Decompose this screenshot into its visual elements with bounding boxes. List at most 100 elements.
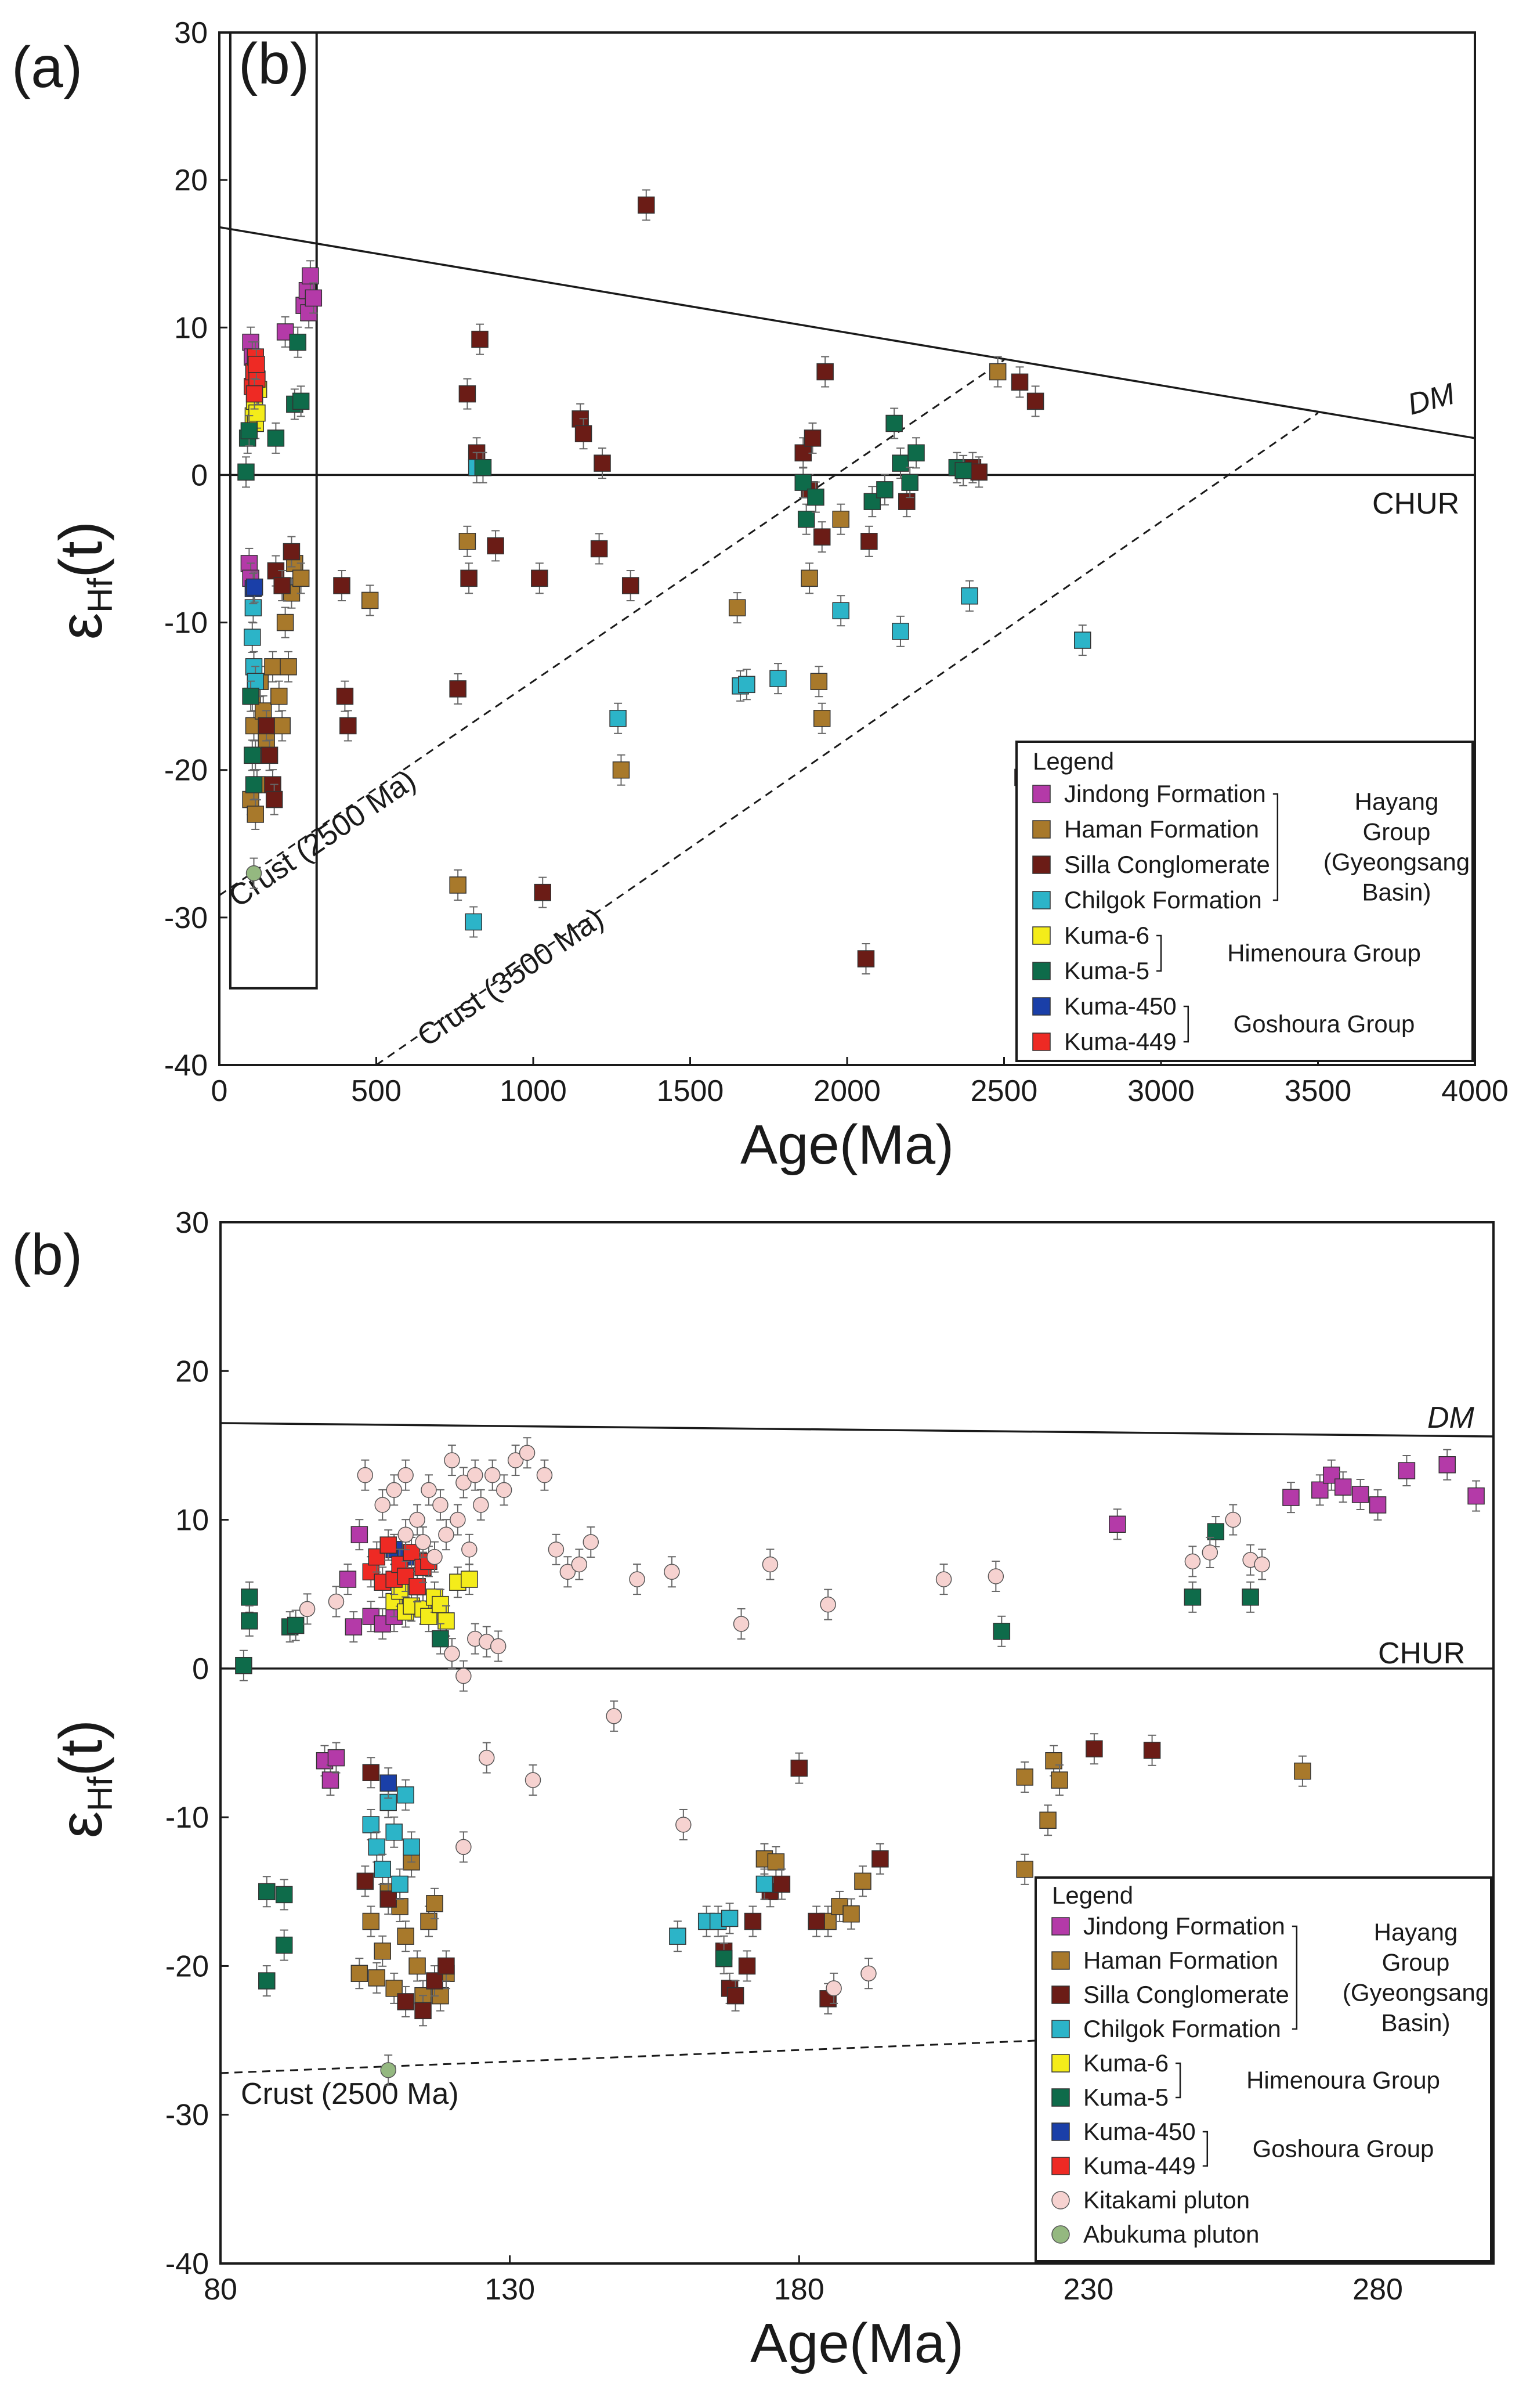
data-point [403, 1838, 420, 1856]
data-point [432, 1497, 449, 1513]
data-point [961, 587, 978, 605]
data-point [1051, 1771, 1068, 1789]
data-point [292, 569, 310, 587]
data-point [368, 1969, 386, 1987]
data-point [368, 1838, 386, 1856]
data-point [460, 569, 478, 587]
legend-marker [1032, 820, 1051, 839]
data-point [327, 1749, 345, 1767]
legend-group-label: Group [1382, 1949, 1450, 1976]
x-tick-label: 0 [211, 1074, 228, 1108]
data-point [813, 528, 831, 546]
series-abukuma-pluton [380, 2054, 396, 2086]
data-point [379, 1774, 397, 1792]
data-point [235, 1656, 252, 1674]
data-point [807, 488, 824, 506]
legend-item: Haman Formation [1032, 815, 1259, 843]
y-tick-label: 20 [175, 1355, 209, 1388]
data-point [273, 577, 291, 594]
legend-group-label: Goshoura Group [1253, 2135, 1434, 2162]
data-point [629, 1571, 645, 1587]
data-point [1254, 1556, 1270, 1573]
legend-marker [1032, 997, 1051, 1016]
legend-marker [1032, 891, 1051, 909]
legend-item: Haman Formation [1051, 1947, 1278, 1974]
y-tick-label: -20 [164, 754, 208, 788]
data-point [590, 540, 608, 558]
data-point [455, 1667, 472, 1684]
plot-frame [219, 1221, 1495, 2265]
data-point [1011, 373, 1029, 391]
series-abukuma-pluton [245, 857, 262, 889]
panel-label: (a) [12, 35, 82, 100]
legend-item: Abukuma pluton [1051, 2221, 1260, 2248]
legend-group: Himenoura Group [1176, 2062, 1440, 2099]
y-tick-label: 10 [174, 311, 208, 345]
data-point [409, 1511, 425, 1528]
legend-item: Kuma-5 [1032, 957, 1149, 984]
y-axis-label-symbol: ε [48, 613, 115, 640]
data-point [248, 356, 265, 373]
legend-box [1035, 1876, 1492, 2262]
data-point [276, 613, 294, 631]
y-axis-label-tail: (t) [48, 521, 115, 578]
data-point [345, 1618, 363, 1636]
legend-group-label: Group [1363, 818, 1431, 846]
data-point [267, 429, 285, 447]
y-axis-label-subscript: Hf [81, 1777, 120, 1811]
legend-label: Kuma-450 [1064, 992, 1177, 1020]
DM-line [219, 226, 1475, 439]
data-point [241, 1589, 258, 1606]
data-point [258, 717, 275, 735]
legend-label: Silla Conglomerate [1083, 1981, 1289, 2008]
legend-group-label: Goshoura Group [1234, 1010, 1415, 1038]
data-point [559, 1564, 576, 1580]
data-point [892, 454, 909, 472]
x-tick-label: 4000 [1441, 1074, 1509, 1108]
legend-bracket [1183, 1005, 1189, 1043]
data-point [333, 577, 350, 594]
data-point [1016, 1861, 1033, 1878]
data-point [1016, 1768, 1033, 1786]
y-tick-label: 30 [175, 1206, 209, 1240]
y-axis-label: εHf(t) [48, 521, 120, 640]
data-point [1369, 1496, 1387, 1514]
legend-title: Legend [1052, 1882, 1133, 1909]
legend-label: Kuma-450 [1083, 2118, 1196, 2145]
x-tick-label: 2000 [813, 1074, 881, 1108]
data-point [248, 404, 266, 422]
data-point [415, 1534, 431, 1550]
data-point [473, 1497, 489, 1513]
legend-marker [1051, 1985, 1070, 2004]
data-point [426, 1895, 443, 1912]
legend-item: Kuma-6 [1051, 2049, 1169, 2077]
data-point [1184, 1589, 1202, 1606]
series-chilgok-formation [244, 452, 1091, 938]
legend-group: Hayang Group (Gyeongsang Basin) [1272, 788, 1470, 906]
legend-item: Chilgok Formation [1032, 886, 1262, 914]
data-point [265, 790, 283, 808]
inset-label: (b) [238, 31, 309, 96]
crust-2500-line [220, 2039, 1043, 2074]
data-point [245, 865, 262, 882]
data-point [669, 1927, 686, 1945]
data-point [1242, 1589, 1259, 1606]
x-tick-label: 1000 [500, 1074, 567, 1108]
data-point [638, 196, 655, 214]
legend-group: Goshoura Group [1183, 1005, 1415, 1043]
data-point [490, 1638, 507, 1655]
data-point [536, 1467, 553, 1483]
DM-line [220, 1422, 1493, 1438]
legend-group: Himenoura Group [1156, 934, 1421, 972]
data-point [496, 1482, 512, 1499]
data-point [458, 533, 476, 550]
legend-marker [1051, 2088, 1070, 2107]
legend-item: Kitakami pluton [1051, 2186, 1250, 2214]
data-point [1109, 1515, 1126, 1533]
data-point [1438, 1456, 1456, 1474]
data-point [892, 623, 909, 640]
data-point [357, 1467, 374, 1483]
crust-3500-line [375, 412, 1319, 1065]
data-point [820, 1596, 836, 1613]
